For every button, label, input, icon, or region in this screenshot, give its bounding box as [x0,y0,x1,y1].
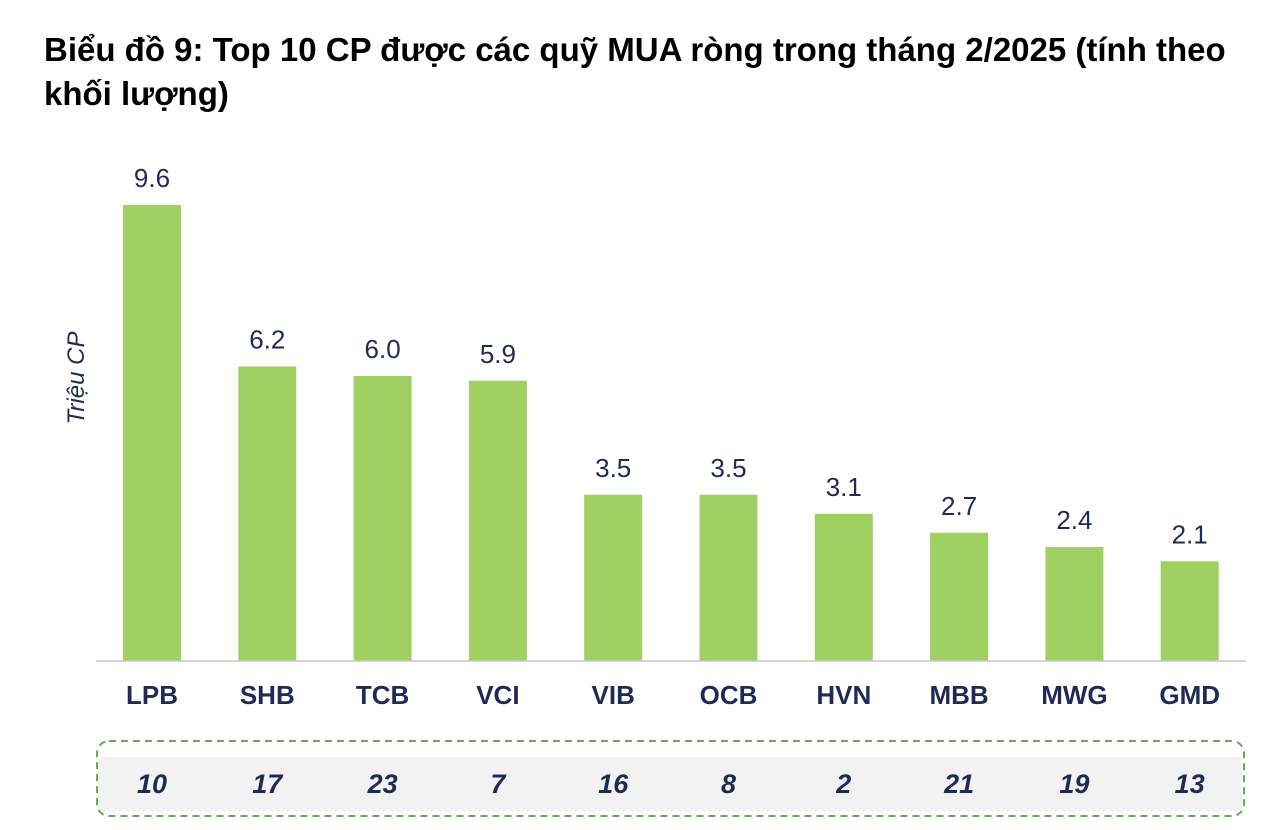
tick-label-tcb: TCB [356,680,409,710]
tick-label-gmd: GMD [1159,680,1220,710]
data-label-gmd: 2.1 [1172,519,1208,549]
fund-count-mbb: 21 [943,769,974,799]
bars-group: 9.6 6.2 6.0 5.9 3.5 3.5 3.1 2.7 2.4 2.1 [123,163,1219,661]
fund-count-hvn: 2 [835,769,851,799]
bar-gmd [1160,561,1219,661]
bar-tcb [353,376,412,661]
bar-mwg [1045,547,1104,661]
bar-lpb [123,205,181,661]
tick-label-shb: SHB [240,680,295,710]
tick-label-mbb: MBB [929,680,988,710]
y-axis-label: Triệu CP [63,332,90,425]
data-label-hvn: 3.1 [826,472,862,502]
bar-hvn [814,513,873,661]
bar-mbb [930,532,989,661]
bar-vci [468,380,527,661]
bar-shb [238,366,297,661]
tick-label-mwg: MWG [1041,680,1107,710]
fund-count-row-background [98,757,1242,811]
fund-count-mwg: 19 [1059,769,1089,799]
bar-ocb [699,494,758,661]
data-label-ocb: 3.5 [710,453,746,483]
fund-count-row: 10 17 23 7 16 8 2 21 19 13 [137,769,1205,799]
data-label-vci: 5.9 [480,339,516,369]
data-label-mbb: 2.7 [941,491,977,521]
fund-count-shb: 17 [252,769,284,799]
fund-count-gmd: 13 [1175,769,1205,799]
fund-count-ocb: 8 [721,769,736,799]
category-labels-group: LPB SHB TCB VCI VIB OCB HVN MBB MWG GMD [126,680,1220,710]
tick-label-lpb: LPB [126,680,178,710]
fund-count-lpb: 10 [137,769,167,799]
tick-label-ocb: OCB [700,680,758,710]
tick-label-vci: VCI [476,680,519,710]
bar-vib [584,494,643,661]
fund-count-vci: 7 [490,769,507,799]
fund-count-vib: 16 [598,769,629,799]
data-label-lpb: 9.6 [134,163,170,193]
data-label-shb: 6.2 [249,325,285,355]
data-label-vib: 3.5 [595,453,631,483]
fund-count-tcb: 23 [367,769,398,799]
fund-count-row-border [96,740,1245,817]
data-label-mwg: 2.4 [1056,505,1092,535]
data-label-tcb: 6.0 [365,334,401,364]
chart-title: Biểu đồ 9: Top 10 CP được các quỹ MUA rò… [44,31,1226,112]
tick-label-vib: VIB [592,680,635,710]
tick-label-hvn: HVN [816,680,871,710]
